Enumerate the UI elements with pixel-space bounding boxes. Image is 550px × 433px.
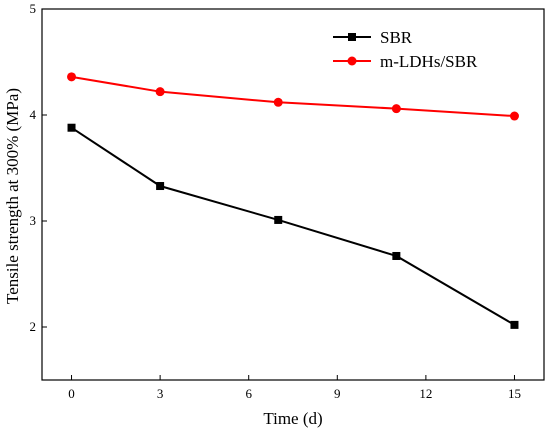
data-point-m-ldhs-sbr (67, 72, 77, 82)
legend-swatch-marker (347, 56, 357, 66)
x-tick-label: 6 (245, 386, 252, 401)
legend-swatch-marker (348, 33, 356, 41)
data-point-sbr (156, 182, 165, 191)
data-point-sbr (510, 320, 519, 329)
data-point-m-ldhs-sbr (391, 104, 401, 114)
series-m-ldhs-sbr (67, 72, 519, 121)
legend-item: SBR (333, 28, 413, 47)
x-tick-label: 9 (334, 386, 341, 401)
y-tick-label: 3 (30, 213, 37, 228)
y-tick-label: 2 (30, 319, 37, 334)
y-tick-label: 5 (30, 1, 37, 16)
x-tick-label: 0 (68, 386, 75, 401)
x-tick-label: 3 (157, 386, 164, 401)
series-line-sbr (70, 126, 515, 326)
data-point-m-ldhs-sbr (509, 111, 519, 121)
data-point-sbr (274, 215, 283, 224)
legend: SBR m-LDHs/SBR (333, 28, 478, 71)
data-point-m-ldhs-sbr (273, 97, 283, 107)
series-sbr (67, 123, 519, 329)
data-point-sbr (392, 251, 401, 260)
legend-label: SBR (380, 28, 413, 47)
data-point-sbr (67, 123, 76, 132)
y-axis-title: Tensile strength at 300% (MPa) (3, 88, 22, 304)
x-axis-title: Time (d) (263, 409, 322, 428)
x-tick-label: 12 (419, 386, 432, 401)
plot-frame (41, 8, 545, 381)
tick-labels: 0 3 6 9 12 15 2 3 4 5 (30, 1, 521, 401)
legend-label: m-LDHs/SBR (380, 52, 478, 71)
x-tick-label: 15 (508, 386, 521, 401)
data-point-m-ldhs-sbr (155, 87, 165, 97)
legend-item: m-LDHs/SBR (333, 52, 478, 71)
series-layer (67, 72, 519, 329)
series-line-m-ldhs-sbr (71, 75, 515, 118)
y-tick-label: 4 (30, 107, 37, 122)
